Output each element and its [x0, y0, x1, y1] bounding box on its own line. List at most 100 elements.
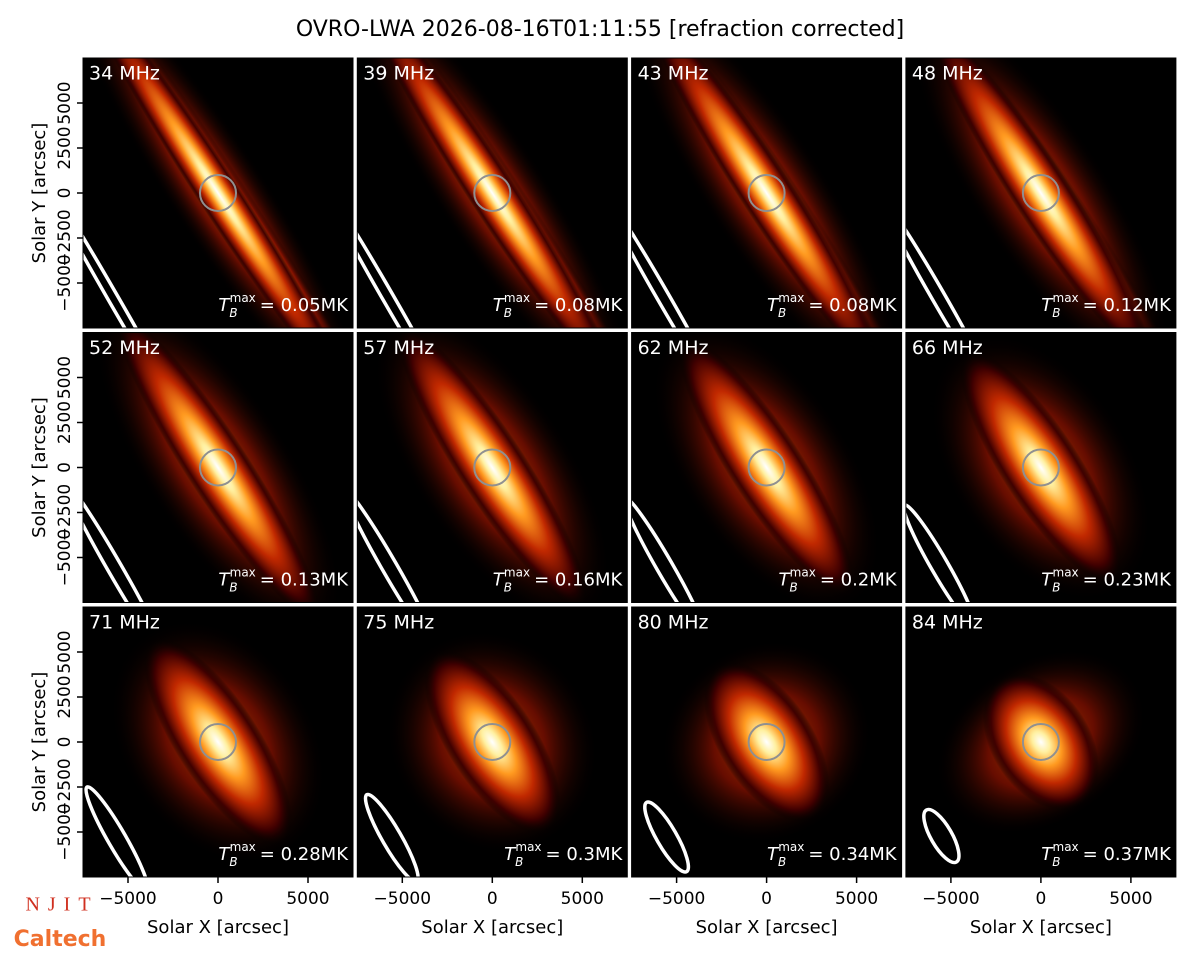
emission-core [424, 650, 561, 834]
solar-disk [747, 174, 786, 212]
y-tick-label: −2500 [55, 758, 75, 816]
tb-value: = 0.34MK [808, 844, 897, 865]
tb-max-label: TBmax = 0.34MK [767, 840, 898, 869]
panel-label: 84 MHz [912, 612, 983, 634]
tb-symbol: T [1041, 570, 1054, 591]
x-axis-label: Solar X [arcsec] [970, 917, 1112, 938]
tb-value: = 0.13MK [260, 570, 349, 591]
y-tick-label: −5000 [55, 529, 75, 587]
tb-symbol: T [1041, 295, 1054, 316]
panel-frame [356, 57, 628, 329]
tb-value: = 0.12MK [1083, 295, 1172, 316]
image-panel [357, 58, 628, 328]
y-tick-label: 0 [55, 462, 75, 473]
tb-sub: B [515, 855, 523, 869]
panel-label: 52 MHz [89, 337, 160, 359]
solar-disk [473, 723, 512, 761]
solar-disk [1021, 723, 1060, 761]
tb-sub: B [504, 306, 512, 320]
y-tick-label: −2500 [55, 484, 75, 542]
image-panel [357, 332, 628, 603]
y-tick-label: 2500 [55, 675, 75, 718]
tb-value: = 0.05MK [260, 295, 349, 316]
x-tick-label: 5000 [835, 889, 878, 909]
tb-symbol: T [218, 570, 231, 591]
tb-symbol: T [218, 844, 231, 865]
x-tick-label: 5000 [561, 889, 604, 909]
beam [357, 487, 438, 603]
panel-label: 75 MHz [363, 612, 434, 634]
panel-label: 39 MHz [363, 63, 434, 85]
image-panel [357, 607, 628, 877]
tb-value: = 0.28MK [260, 844, 349, 865]
x-tick-label: 5000 [286, 889, 329, 909]
tb-symbol: T [504, 844, 517, 865]
panel-label: 34 MHz [89, 63, 160, 85]
image-panel [905, 332, 1176, 603]
x-tick-label: 0 [761, 889, 772, 909]
tb-max-label: TBmax = 0.12MK [1041, 291, 1172, 320]
logo-caltech: Caltech [14, 927, 107, 952]
tb-sup: max [778, 840, 804, 854]
emission-core [650, 58, 884, 328]
tb-sub: B [1052, 580, 1060, 594]
y-axis-label: Solar Y [arcsec] [29, 672, 50, 813]
x-tick-label: −5000 [648, 889, 706, 909]
tb-max-label: TBmax = 0.2MK [778, 565, 897, 594]
tb-symbol: T [778, 570, 791, 591]
y-tick-label: 0 [55, 737, 75, 748]
y-axis-label: Solar Y [arcsec] [29, 397, 50, 538]
tb-value: = 0.23MK [1083, 570, 1172, 591]
logo-njit: NJIT [25, 894, 98, 916]
x-tick-label: 0 [213, 889, 224, 909]
panel-frame [905, 57, 1177, 329]
emission-core [982, 673, 1100, 811]
panel-label: 62 MHz [638, 337, 709, 359]
y-tick-label: 5000 [55, 630, 75, 673]
beam [357, 182, 455, 328]
beam [84, 785, 150, 877]
emission-core [679, 340, 854, 595]
tb-sup: max [504, 565, 530, 579]
image-panel [631, 332, 902, 603]
solar-disk [1021, 448, 1060, 487]
tb-value: = 0.2MK [820, 570, 898, 591]
tb-sup: max [230, 565, 256, 579]
panel-label: 48 MHz [912, 63, 983, 85]
tb-sup: max [790, 565, 816, 579]
beam [83, 174, 185, 328]
x-axis-label: Solar X [arcsec] [421, 917, 563, 938]
tb-sub: B [504, 580, 512, 594]
tb-sup: max [230, 840, 256, 854]
tb-sub: B [1052, 306, 1060, 320]
tb-max-label: TBmax = 0.05MK [218, 291, 349, 320]
image-panel [631, 58, 902, 328]
tb-symbol: T [493, 570, 506, 591]
image-panel [905, 607, 1176, 877]
panel-label: 80 MHz [638, 612, 709, 634]
tb-sup: max [1053, 565, 1079, 579]
tb-value: = 0.37MK [1083, 844, 1172, 865]
tb-max-label: TBmax = 0.16MK [493, 565, 624, 594]
solar-disk [1021, 174, 1060, 212]
panel-frame [356, 332, 628, 603]
solar-disk [473, 174, 512, 212]
solar-disk [473, 448, 512, 487]
y-axis-label: Solar Y [arcsec] [29, 123, 50, 264]
solar-disk [199, 448, 237, 487]
tb-sub: B [1052, 855, 1060, 869]
x-axis-label: Solar X [arcsec] [147, 917, 289, 938]
emission-core [398, 332, 587, 603]
tb-sup: max [515, 840, 541, 854]
beam [643, 800, 691, 874]
image-panel [83, 607, 353, 877]
tb-value: = 0.08MK [808, 295, 897, 316]
x-tick-label: 0 [1035, 889, 1046, 909]
tb-value: = 0.08MK [534, 295, 623, 316]
tb-max-label: TBmax = 0.08MK [767, 291, 898, 320]
tb-sub: B [229, 580, 237, 594]
tb-symbol: T [493, 295, 506, 316]
emission-core [116, 332, 320, 603]
beam [631, 495, 707, 603]
